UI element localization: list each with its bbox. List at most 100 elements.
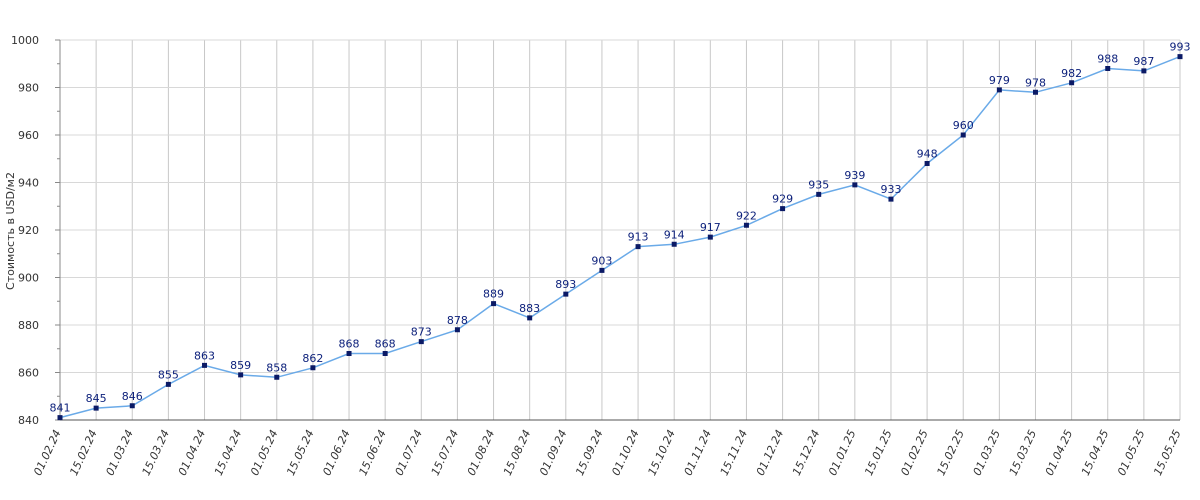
x-tick-label: 01.02.25 [898,428,930,478]
x-tick-label: 01.06.24 [320,428,352,478]
x-tick-label: 15.06.24 [356,428,388,478]
data-label: 929 [772,193,793,206]
data-label: 948 [917,148,938,161]
data-label: 939 [844,169,865,182]
data-point [1032,89,1038,95]
data-point [888,196,894,202]
data-point [491,301,497,307]
y-tick-label: 900 [18,272,39,285]
data-label: 863 [194,349,215,362]
x-tick-label: 15.03.24 [140,428,172,478]
data-point [165,381,171,387]
data-label: 858 [266,361,287,374]
data-point [93,405,99,411]
x-tick-label: 01.11.24 [682,428,714,478]
y-tick-label: 1000 [11,34,39,47]
data-label: 855 [158,368,179,381]
data-point [238,372,244,378]
data-point [996,87,1002,93]
y-tick-label: 880 [18,319,39,332]
data-label: 873 [411,326,432,339]
x-tick-label: 15.10.24 [645,428,677,478]
x-tick-label: 01.10.24 [609,428,641,478]
x-tick-label: 15.09.24 [573,428,605,478]
data-label: 988 [1097,53,1118,66]
data-label: 845 [86,392,107,405]
grid [59,39,1181,421]
x-tick-label: 15.04.25 [1079,428,1111,478]
data-label: 846 [122,390,143,403]
data-label: 883 [519,302,540,315]
data-point [454,327,460,333]
data-label: 979 [989,74,1010,87]
y-axis-title: Стоимость в USD/м2 [4,172,17,290]
data-point [346,351,352,356]
data-point [382,351,388,356]
data-point [816,191,822,197]
x-tick-label: 01.05.25 [1115,428,1147,478]
data-label: 978 [1025,76,1046,89]
data-point [1069,80,1075,86]
data-point [671,241,677,247]
data-label: 960 [953,119,974,132]
data-label: 841 [50,402,71,415]
data-label: 868 [375,338,396,351]
data-label: 987 [1133,55,1154,68]
x-tick-label: 15.04.24 [212,428,244,478]
x-tick-label: 15.12.24 [790,428,822,478]
data-label: 859 [230,359,251,372]
data-point [57,415,63,421]
data-label: 922 [736,209,757,222]
data-label: 917 [700,221,721,234]
data-label: 903 [591,254,612,267]
x-tick-label: 15.01.25 [862,428,894,478]
data-label: 868 [339,338,360,351]
x-tick-label: 01.09.24 [537,428,569,478]
x-tick-label: 01.05.24 [248,428,280,478]
x-tick-label: 15.11.24 [718,428,750,478]
data-label: 914 [664,228,685,241]
x-tick-label: 01.07.24 [393,428,425,478]
x-tick-label: 01.08.24 [465,428,497,478]
data-point [635,244,641,250]
x-tick-label: 15.05.25 [1151,428,1183,478]
y-tick-label: 980 [18,82,39,95]
series-line [59,55,1181,419]
data-label: 893 [555,278,576,291]
y-tick-label: 920 [18,224,39,237]
data-point [1105,66,1111,71]
data-point [527,315,533,321]
x-tick-label: 15.08.24 [501,428,533,478]
x-tick-label: 01.01.25 [826,428,858,478]
x-tick-label: 01.04.25 [1043,428,1075,478]
data-label: 982 [1061,67,1082,80]
data-point [924,161,930,166]
data-point [1177,54,1183,60]
x-tick-label: 01.04.24 [176,428,208,478]
x-tick-label: 01.12.24 [754,428,786,478]
x-tick-label: 15.02.24 [67,428,99,478]
data-label: 862 [302,352,323,365]
x-tick-label: 01.03.25 [971,428,1003,478]
data-point [129,403,135,409]
y-tick-label: 860 [18,367,39,380]
data-point [310,365,316,371]
x-tick-label: 01.03.24 [103,428,135,478]
y-tick-label: 840 [18,414,39,427]
y-tick-label: 940 [18,177,39,190]
data-point [743,222,749,228]
data-point [852,182,858,188]
data-point [1141,68,1147,74]
data-point [274,374,280,380]
x-tick-label: 15.02.25 [934,428,966,478]
data-label: 993 [1170,41,1191,54]
x-tick-label: 15.03.25 [1007,428,1039,478]
data-label: 933 [880,183,901,196]
y-tick-label: 960 [18,129,39,142]
data-point [960,132,966,138]
x-tick-label: 15.05.24 [284,428,316,478]
data-point [599,267,605,273]
x-tick-label: 01.02.24 [31,428,63,478]
data-label: 889 [483,288,504,301]
